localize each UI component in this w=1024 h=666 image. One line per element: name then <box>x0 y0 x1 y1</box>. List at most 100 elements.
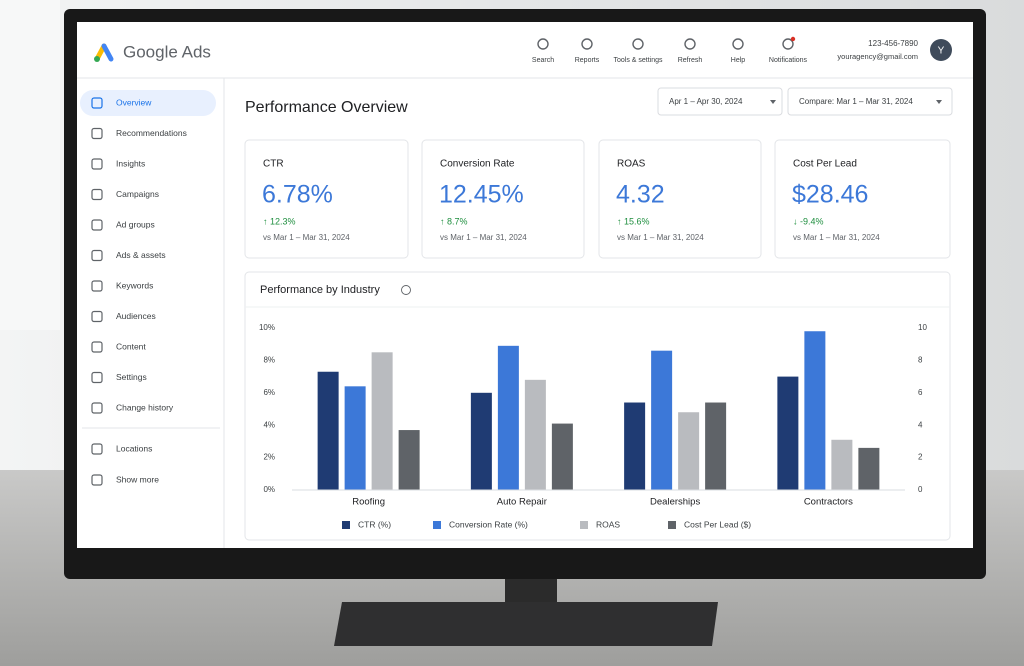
nav-item[interactable]: Insights <box>116 158 145 168</box>
bar <box>398 430 420 490</box>
bar <box>551 423 573 490</box>
tool-icon[interactable] <box>684 38 696 50</box>
nav-item[interactable]: Campaigns <box>116 189 159 199</box>
kpi-value: $28.46 <box>792 181 868 209</box>
nav-icon <box>91 188 103 201</box>
nav-active[interactable] <box>80 90 216 116</box>
tool-icon[interactable] <box>632 38 644 50</box>
y-tick-label: 2% <box>263 453 275 462</box>
info-icon[interactable] <box>401 285 411 295</box>
nav-item[interactable]: Recommendations <box>116 128 187 138</box>
tool-icon[interactable] <box>732 38 744 50</box>
nav-icon <box>91 474 103 486</box>
logo-stroke <box>101 43 114 62</box>
nav-item[interactable]: Audiences <box>116 311 156 321</box>
bar <box>317 371 339 490</box>
legend-label[interactable]: Cost Per Lead ($) <box>684 519 751 529</box>
bar <box>804 331 826 490</box>
kpi-card <box>598 139 762 259</box>
brand-name: Google Ads <box>123 42 211 61</box>
legend-swatch[interactable] <box>668 521 676 529</box>
caret <box>770 100 776 104</box>
nav-icon <box>91 443 103 455</box>
y2-tick-label: 8 <box>918 356 923 365</box>
nav-icon <box>91 219 103 231</box>
avatar-initial[interactable]: Y <box>938 46 945 57</box>
y-tick-label: 10% <box>259 323 275 332</box>
legend-swatch[interactable] <box>342 521 350 529</box>
y2-tick-label: 2 <box>918 453 923 462</box>
y-tick-label: 4% <box>263 420 275 429</box>
nav-item[interactable]: Overview <box>116 97 152 107</box>
chart-card <box>244 271 951 541</box>
page-title: Performance Overview <box>245 99 408 116</box>
nav-item[interactable]: Locations <box>116 443 152 453</box>
logo-dot <box>94 56 100 62</box>
tool-icon[interactable] <box>581 38 593 50</box>
tool-label[interactable]: Reports <box>575 57 600 64</box>
bar <box>705 402 727 490</box>
nav-icon <box>91 310 103 323</box>
monitor-base <box>334 602 718 646</box>
kpi-label: Conversion Rate <box>440 159 515 170</box>
kpi-change: ↓ -9.4% <box>793 216 824 226</box>
tool-label[interactable]: Search <box>532 57 554 64</box>
nav-item[interactable]: Content <box>116 341 146 351</box>
kpi-card <box>244 139 409 259</box>
bar <box>831 439 853 490</box>
nav-icon <box>91 249 103 262</box>
date-range[interactable]: Apr 1 – Apr 30, 2024 <box>669 97 743 106</box>
notification-dot <box>790 36 796 42</box>
x-tick-label: Dealerships <box>650 497 700 508</box>
legend-swatch[interactable] <box>433 521 441 529</box>
nav-item[interactable]: Show more <box>116 474 159 484</box>
nav-icon <box>91 280 103 292</box>
compare-picker[interactable] <box>787 87 953 116</box>
tool-label[interactable]: Help <box>731 57 746 64</box>
nav-icon <box>91 127 103 140</box>
window <box>0 0 60 330</box>
bar <box>497 345 519 490</box>
date-picker[interactable] <box>657 87 783 116</box>
nav-item[interactable]: Keywords <box>116 280 153 290</box>
x-tick-label: Roofing <box>352 497 385 508</box>
legend-swatch[interactable] <box>580 521 588 529</box>
legend-label[interactable]: Conversion Rate (%) <box>449 519 528 529</box>
bar <box>624 402 646 490</box>
kpi-card <box>774 139 951 259</box>
legend-label[interactable]: ROAS <box>596 519 620 529</box>
tool-label[interactable]: Notifications <box>769 57 808 64</box>
nav-icon <box>91 341 103 353</box>
tool-icon[interactable] <box>537 38 549 50</box>
tool-label[interactable]: Tools & settings <box>613 57 663 64</box>
bar <box>777 376 799 490</box>
bar <box>371 352 393 490</box>
kpi-card <box>421 139 585 259</box>
bar <box>651 350 673 490</box>
bar <box>524 379 546 490</box>
tool-icon[interactable] <box>782 38 794 50</box>
nav-item[interactable]: Change history <box>116 402 174 412</box>
nav-item[interactable]: Settings <box>116 372 147 382</box>
nav-item[interactable]: Ads & assets <box>116 250 166 260</box>
y2-tick-label: 10 <box>918 323 927 332</box>
bar <box>678 412 700 490</box>
kpi-period: vs Mar 1 – Mar 31, 2024 <box>440 233 527 242</box>
nav-item[interactable]: Ad groups <box>116 219 155 229</box>
kpi-label: Cost Per Lead <box>793 159 857 170</box>
bar <box>344 386 366 490</box>
tool-label[interactable]: Refresh <box>678 57 703 64</box>
avatar[interactable] <box>930 39 952 61</box>
y2-tick-label: 0 <box>918 485 923 494</box>
y-tick-label: 6% <box>263 388 275 397</box>
kpi-label: ROAS <box>617 159 646 170</box>
caret <box>936 100 942 104</box>
legend-label[interactable]: CTR (%) <box>358 519 391 529</box>
chart-title: Performance by Industry <box>260 284 380 296</box>
nav-icon <box>91 158 103 170</box>
compare-range[interactable]: Compare: Mar 1 – Mar 31, 2024 <box>799 97 913 106</box>
kpi-change: ↑ 15.6% <box>617 216 650 226</box>
kpi-change: ↑ 12.3% <box>263 216 296 226</box>
y2-tick-label: 4 <box>918 420 923 429</box>
